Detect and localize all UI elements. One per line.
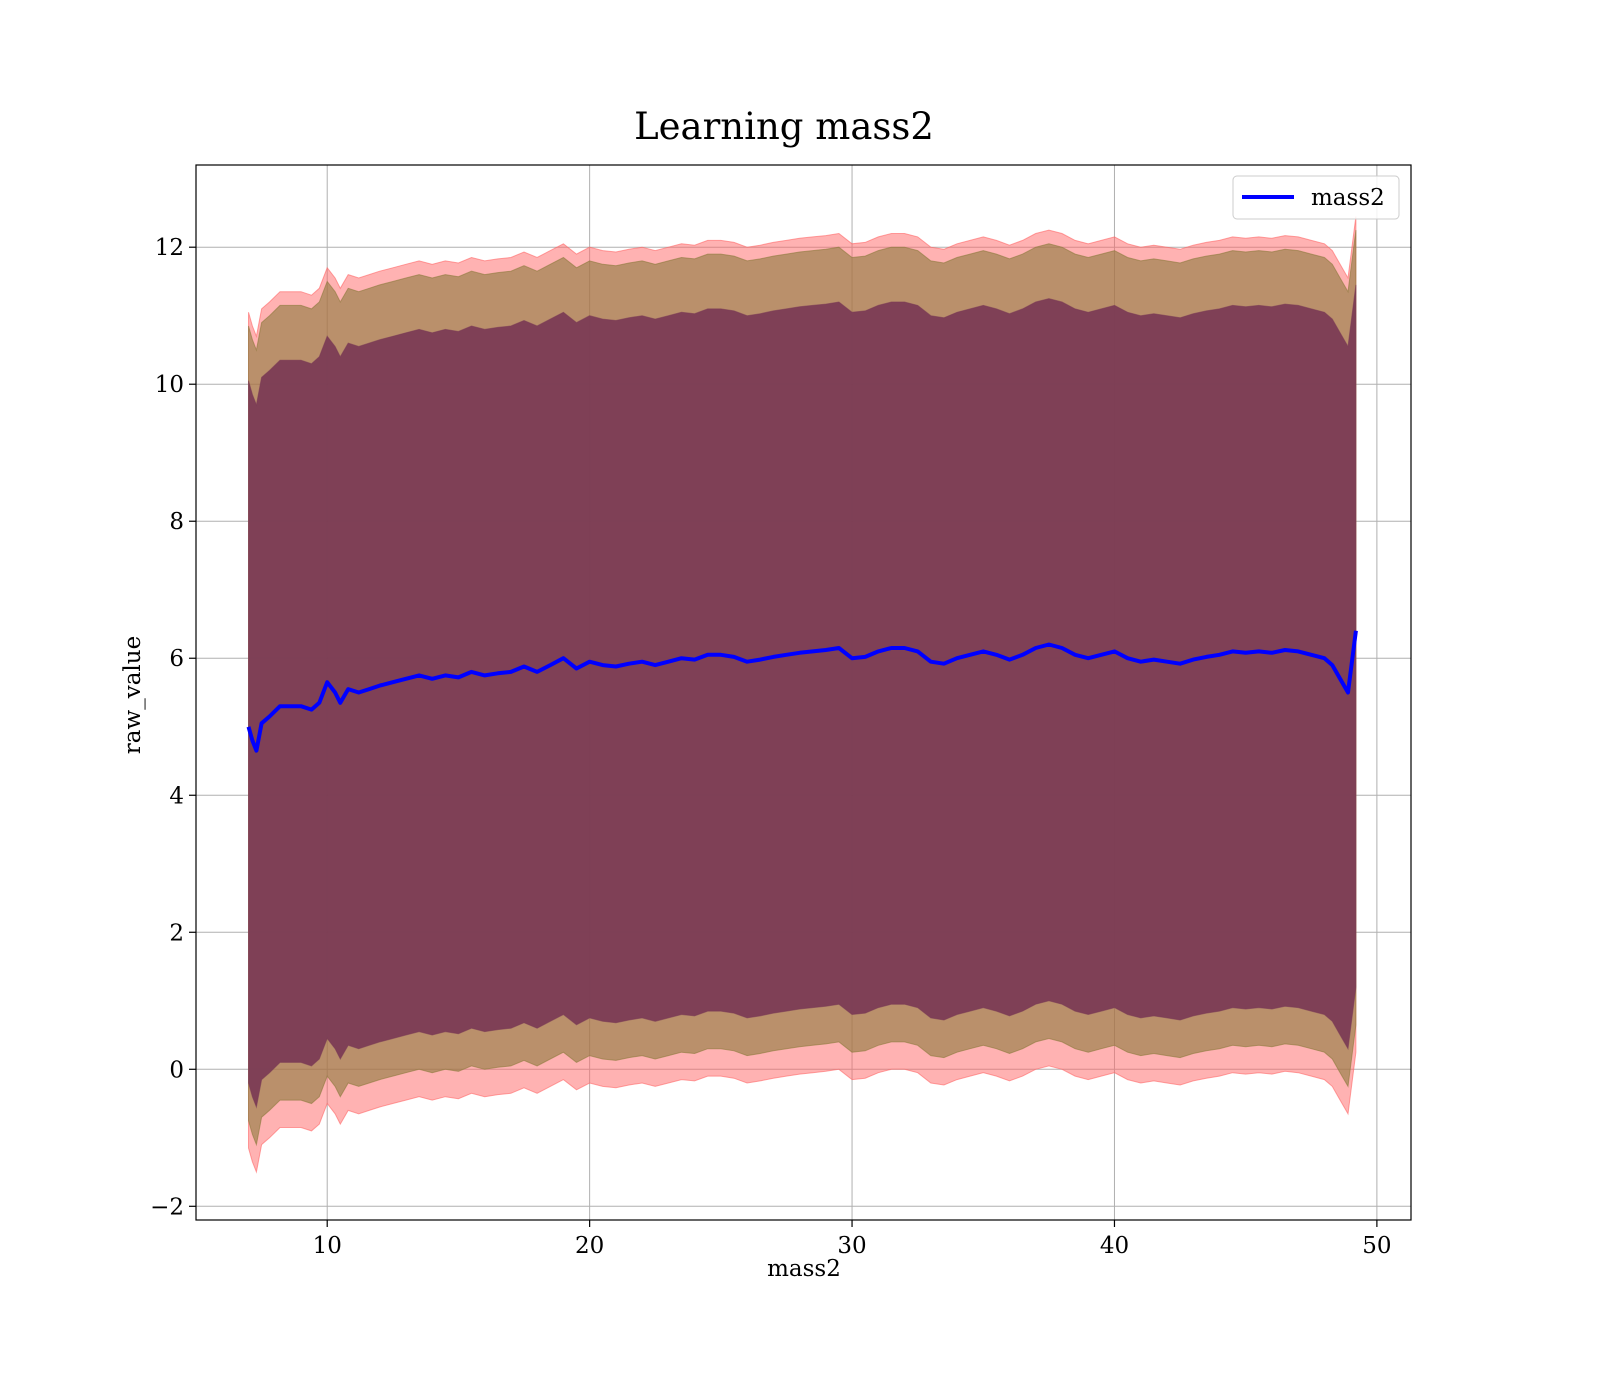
x-tick-label: 20 <box>575 1233 604 1259</box>
legend-box <box>1232 175 1400 220</box>
x-axis-label: mass2 <box>767 1256 841 1282</box>
chart-title: Learning mass2 <box>634 105 934 148</box>
y-tick-label: 12 <box>155 235 184 261</box>
x-tick-label: 50 <box>1362 1233 1391 1259</box>
x-tick-label: 30 <box>837 1233 866 1259</box>
y-tick-label: 4 <box>169 783 184 809</box>
legend: mass2 <box>1232 175 1400 220</box>
y-tick-label: 8 <box>169 509 184 535</box>
series-line-mass2 <box>246 630 1358 753</box>
y-tick-label: −2 <box>150 1194 184 1220</box>
x-tick-label: 10 <box>313 1233 342 1259</box>
confidence-bands <box>248 216 1357 1174</box>
x-axis-ticks: 10 20 30 40 50 <box>313 1220 1392 1259</box>
band-inner <box>248 284 1357 1109</box>
series-lines <box>246 630 1358 753</box>
x-tick-label: 40 <box>1100 1233 1129 1259</box>
y-axis-ticks: −2 0 2 4 6 8 10 12 <box>150 235 196 1220</box>
plot-frame <box>195 164 1412 1221</box>
legend-label: mass2 <box>1311 185 1385 211</box>
y-tick-label: 2 <box>169 920 184 946</box>
y-tick-label: 6 <box>169 646 184 672</box>
y-axis-label: raw_value <box>120 636 146 754</box>
y-tick-label: 0 <box>169 1057 184 1083</box>
y-tick-label: 10 <box>155 372 184 398</box>
